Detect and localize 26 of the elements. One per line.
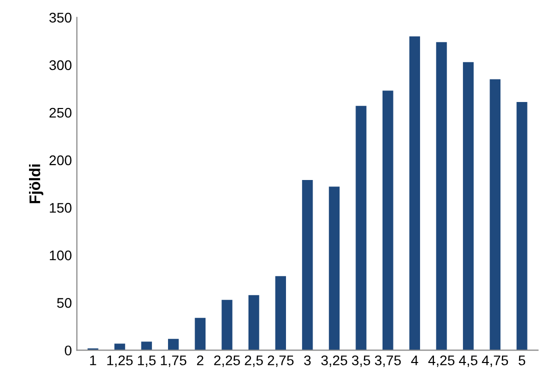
x-tick-label: 3,75: [374, 355, 401, 367]
y-tick-label: 350: [49, 12, 72, 23]
x-tick-label: 1: [90, 356, 96, 366]
y-tick-label: 300: [49, 60, 72, 70]
x-tick-label: 3: [304, 355, 311, 366]
x-tick-label: 1,5: [138, 356, 156, 367]
y-tick-label: 100: [50, 250, 72, 260]
x-tick-label: 4,5: [458, 356, 478, 367]
y-tick-label: 200: [50, 155, 72, 166]
y-tick-label: 0: [64, 346, 72, 356]
x-tick-label: 1,25: [107, 355, 133, 367]
y-tick-label: 150: [50, 202, 72, 213]
x-tick-label: 2,25: [214, 355, 240, 367]
y-axis-title: Fjöldi: [29, 164, 44, 204]
x-tick-label: 1,75: [160, 356, 186, 367]
x-tick-label: 4: [411, 356, 418, 366]
x-tick-label: 3,25: [321, 355, 348, 367]
x-tick-label: 3,5: [352, 355, 370, 367]
y-tick-label: 50: [57, 298, 72, 308]
x-tick-label: 2,75: [268, 355, 294, 367]
x-tick-label: 5: [518, 356, 526, 366]
x-tick-label: 2,5: [244, 355, 263, 367]
x-tick-label: 4,25: [428, 355, 454, 367]
x-tick-label: 2: [197, 355, 204, 366]
y-tick-label: 250: [50, 108, 72, 118]
x-tick-label: 4,75: [482, 356, 508, 367]
